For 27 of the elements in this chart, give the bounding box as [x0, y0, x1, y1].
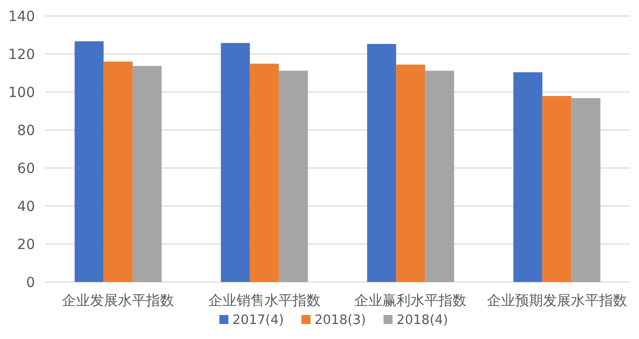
bar	[74, 41, 104, 282]
bar	[571, 98, 600, 282]
bar	[513, 72, 542, 282]
bar	[132, 66, 162, 282]
x-tick-label: 企业销售水平指数	[208, 293, 320, 309]
y-tick-label: 0	[26, 275, 35, 291]
y-tick-label: 80	[17, 123, 35, 139]
x-tick-label: 企业赢利水平指数	[354, 293, 467, 309]
bar	[396, 64, 426, 282]
x-tick-label: 企业预期发展水平指数	[486, 293, 627, 309]
bar	[278, 70, 308, 282]
bar	[250, 64, 279, 282]
legend-label: 2018(4)	[396, 313, 448, 328]
y-tick-label: 20	[17, 237, 35, 253]
bar	[425, 70, 454, 282]
bar	[104, 62, 133, 282]
bar	[220, 42, 250, 282]
y-tick-label: 120	[8, 47, 35, 63]
bar	[542, 96, 572, 282]
x-tick-label: 企业发展水平指数	[62, 293, 174, 309]
y-tick-label: 40	[17, 199, 35, 215]
bar	[367, 44, 396, 282]
legend-label: 2018(3)	[314, 313, 366, 328]
legend-label: 2017(4)	[232, 313, 284, 328]
y-tick-label: 140	[8, 9, 35, 25]
y-tick-label: 60	[17, 161, 35, 177]
y-tick-label: 100	[8, 85, 35, 101]
